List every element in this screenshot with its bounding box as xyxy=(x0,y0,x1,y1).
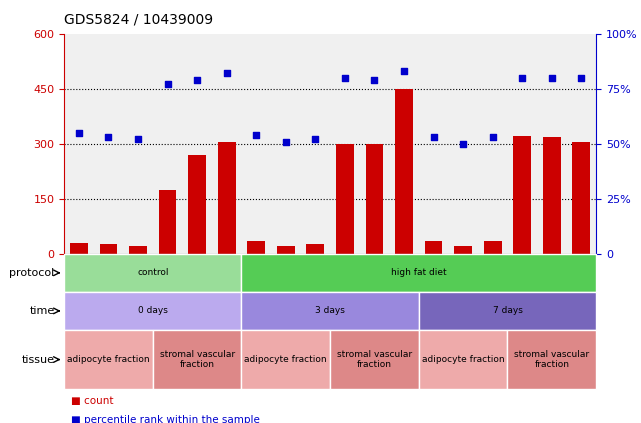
Text: protocol: protocol xyxy=(9,268,54,278)
Text: GDS5824 / 10439009: GDS5824 / 10439009 xyxy=(64,13,213,27)
Text: 3 days: 3 days xyxy=(315,306,345,316)
Point xyxy=(103,134,113,140)
Point xyxy=(547,74,557,81)
Point xyxy=(458,140,468,147)
Point xyxy=(251,132,262,138)
Bar xyxy=(129,246,147,254)
Bar xyxy=(99,244,117,254)
Text: adipocyte fraction: adipocyte fraction xyxy=(422,355,504,364)
Point xyxy=(576,74,587,81)
Text: stromal vascular
fraction: stromal vascular fraction xyxy=(337,350,412,369)
Bar xyxy=(247,241,265,254)
Point xyxy=(428,134,438,140)
Point xyxy=(399,68,409,74)
Point xyxy=(488,134,498,140)
Text: high fat diet: high fat diet xyxy=(391,268,447,277)
Point xyxy=(369,77,379,83)
Bar xyxy=(484,241,501,254)
Text: stromal vascular
fraction: stromal vascular fraction xyxy=(160,350,235,369)
Bar xyxy=(513,137,531,254)
Point xyxy=(310,136,320,143)
Text: adipocyte fraction: adipocyte fraction xyxy=(244,355,327,364)
Point xyxy=(222,70,232,77)
Point xyxy=(281,138,291,145)
Text: adipocyte fraction: adipocyte fraction xyxy=(67,355,150,364)
Bar xyxy=(277,247,295,254)
Text: stromal vascular
fraction: stromal vascular fraction xyxy=(514,350,589,369)
Bar xyxy=(572,142,590,254)
Bar xyxy=(365,144,383,254)
Bar xyxy=(425,241,442,254)
Text: 0 days: 0 days xyxy=(138,306,168,316)
Bar xyxy=(188,155,206,254)
Point xyxy=(517,74,528,81)
Bar xyxy=(70,243,88,254)
Bar xyxy=(306,244,324,254)
Bar xyxy=(543,137,561,254)
Bar xyxy=(159,190,176,254)
Point xyxy=(192,77,203,83)
Point xyxy=(133,136,143,143)
Text: 7 days: 7 days xyxy=(492,306,522,316)
Point xyxy=(162,81,172,88)
Text: time: time xyxy=(29,306,54,316)
Point xyxy=(74,129,84,136)
Text: ■ percentile rank within the sample: ■ percentile rank within the sample xyxy=(71,415,260,423)
Bar xyxy=(395,89,413,254)
Bar xyxy=(336,144,354,254)
Text: control: control xyxy=(137,268,169,277)
Point xyxy=(340,74,350,81)
Text: ■ count: ■ count xyxy=(71,396,113,406)
Bar xyxy=(454,246,472,254)
Text: tissue: tissue xyxy=(22,354,54,365)
Bar xyxy=(218,142,235,254)
